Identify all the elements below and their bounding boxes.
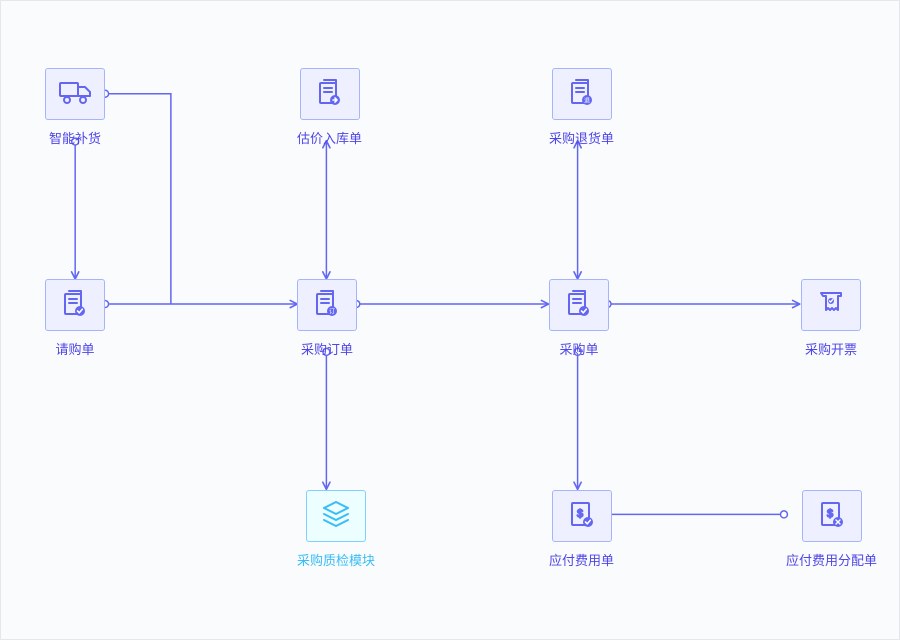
node-label: 采购质检模块 bbox=[297, 550, 375, 569]
flow-diagram: 智能补货 估价入库单 退 采购退货单 请购单 订 bbox=[0, 0, 900, 640]
node-box[interactable] bbox=[300, 68, 360, 120]
node-box[interactable]: $ bbox=[802, 490, 862, 542]
node-purchase-req: 请购单 bbox=[45, 279, 105, 358]
stack-icon bbox=[320, 499, 352, 534]
doc-arrow-icon bbox=[315, 77, 345, 112]
node-box[interactable] bbox=[306, 490, 366, 542]
node-purchase-bill: 采购单 bbox=[549, 279, 609, 358]
edges-layer bbox=[1, 1, 899, 639]
node-label: 采购单 bbox=[559, 339, 598, 358]
node-smart-replenish: 智能补货 bbox=[45, 68, 105, 147]
receipt-icon bbox=[816, 288, 846, 323]
node-box[interactable]: 订 bbox=[297, 279, 357, 331]
node-box[interactable] bbox=[549, 279, 609, 331]
node-label: 智能补货 bbox=[49, 128, 101, 147]
svg-text:退: 退 bbox=[583, 96, 589, 104]
doc-money-icon: $ bbox=[567, 499, 597, 534]
node-label: 采购开票 bbox=[805, 339, 857, 358]
node-payable-alloc: $ 应付费用分配单 bbox=[786, 490, 877, 569]
svg-text:$: $ bbox=[576, 508, 582, 520]
svg-text:$: $ bbox=[826, 508, 832, 520]
node-box[interactable] bbox=[45, 279, 105, 331]
doc-order-icon: 订 bbox=[312, 288, 342, 323]
doc-share-icon: $ bbox=[817, 499, 847, 534]
node-valuation-in: 估价入库单 bbox=[297, 68, 362, 147]
node-qc-module: 采购质检模块 bbox=[297, 490, 375, 569]
node-label: 请购单 bbox=[55, 339, 94, 358]
node-label: 采购退货单 bbox=[549, 128, 614, 147]
doc-back-icon: 退 bbox=[567, 77, 597, 112]
node-label: 采购订单 bbox=[301, 339, 353, 358]
node-box[interactable] bbox=[45, 68, 105, 120]
node-label: 估价入库单 bbox=[297, 128, 362, 147]
doc-check-icon bbox=[564, 288, 594, 323]
node-box[interactable] bbox=[801, 279, 861, 331]
svg-text:订: 订 bbox=[329, 308, 335, 315]
node-purchase-invoice: 采购开票 bbox=[801, 279, 861, 358]
node-purchase-return: 退 采购退货单 bbox=[549, 68, 614, 147]
doc-check-icon bbox=[60, 288, 90, 323]
node-purchase-order: 订 采购订单 bbox=[297, 279, 357, 358]
truck-icon bbox=[58, 78, 92, 111]
node-label: 应付费用单 bbox=[549, 550, 614, 569]
node-payable: $ 应付费用单 bbox=[549, 490, 614, 569]
node-label: 应付费用分配单 bbox=[786, 550, 877, 569]
node-box[interactable]: $ bbox=[552, 490, 612, 542]
node-box[interactable]: 退 bbox=[552, 68, 612, 120]
